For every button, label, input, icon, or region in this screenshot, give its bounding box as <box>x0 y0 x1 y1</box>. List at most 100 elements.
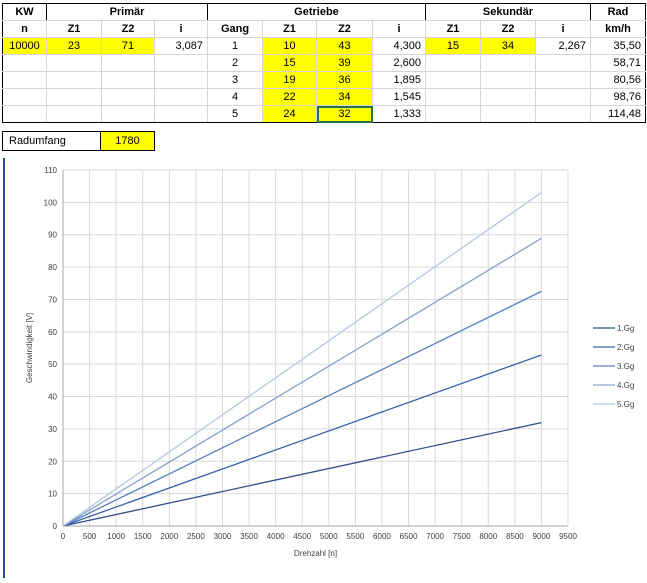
x-tick-label: 1500 <box>134 532 152 541</box>
table-cell[interactable]: 5 <box>207 105 263 123</box>
group-header: KW <box>2 3 47 21</box>
table-cell[interactable] <box>2 54 47 72</box>
table-row: 2 15 39 2,600 58,71 <box>2 54 646 72</box>
group-header: Sekundär <box>425 3 591 21</box>
table-cell[interactable]: 22 <box>262 88 317 106</box>
y-tick-label: 10 <box>48 490 57 499</box>
x-tick-label: 6000 <box>373 532 391 541</box>
table-cell[interactable] <box>2 105 47 123</box>
table-cell[interactable]: 1,545 <box>372 88 426 106</box>
x-tick-label: 0 <box>61 532 66 541</box>
table-cell[interactable]: 24 <box>262 105 317 123</box>
table-cell[interactable]: 34 <box>480 37 536 55</box>
gear-table: KW Primär Getriebe Sekundär Rad n Z1 Z2 i Gang Z1 Z… <box>2 3 646 123</box>
column-header: i <box>372 20 426 38</box>
table-cell[interactable]: 19 <box>262 71 317 89</box>
table-cell[interactable]: 23 <box>46 37 102 55</box>
table-cell[interactable] <box>480 105 536 123</box>
table-cell[interactable]: 10000 <box>2 37 47 55</box>
table-cell[interactable] <box>480 54 536 72</box>
table-cell[interactable] <box>2 88 47 106</box>
group-header: Rad <box>590 3 646 21</box>
table-cell[interactable]: 32 <box>316 105 373 123</box>
table-cell[interactable]: 39 <box>316 54 373 72</box>
table-cell[interactable] <box>154 54 208 72</box>
table-cell[interactable] <box>46 88 102 106</box>
table-cell[interactable] <box>101 105 155 123</box>
table-cell[interactable] <box>535 54 591 72</box>
column-header: i <box>535 20 591 38</box>
legend-label-1: 1.Gg <box>617 324 634 333</box>
table-cell[interactable]: 1 <box>207 37 263 55</box>
table-cell[interactable] <box>425 71 481 89</box>
table-cell[interactable]: 3,087 <box>154 37 208 55</box>
table-cell[interactable]: 43 <box>316 37 373 55</box>
column-header: Z1 <box>262 20 317 38</box>
column-header: Z2 <box>316 20 373 38</box>
table-cell[interactable] <box>46 105 102 123</box>
table-cell[interactable] <box>535 88 591 106</box>
table-cell[interactable]: 2 <box>207 54 263 72</box>
y-tick-label: 60 <box>48 328 57 337</box>
table-cell[interactable]: 4 <box>207 88 263 106</box>
x-tick-label: 3500 <box>240 532 258 541</box>
speed-chart[interactable]: 0 10 20 30 40 50 60 70 80 90 100 110 0 500 1000 1500 200… <box>3 158 645 578</box>
table-cell[interactable]: 3 <box>207 71 263 89</box>
table-cell[interactable]: 15 <box>425 37 481 55</box>
table-cell[interactable]: 2,267 <box>535 37 591 55</box>
y-tick-label: 110 <box>44 166 57 175</box>
table-cell[interactable]: 15 <box>262 54 317 72</box>
column-header: i <box>154 20 208 38</box>
table-cell[interactable] <box>154 88 208 106</box>
table-cell[interactable] <box>2 71 47 89</box>
table-cell[interactable]: 114,48 <box>590 105 646 123</box>
radumfang-value[interactable]: 1780 <box>100 131 155 151</box>
legend-label-2: 2.Gg <box>617 343 634 352</box>
x-tick-label: 500 <box>83 532 97 541</box>
table-cell[interactable] <box>425 105 481 123</box>
table-cell[interactable]: 58,71 <box>590 54 646 72</box>
column-header: Gang <box>207 20 263 38</box>
column-header: Z1 <box>425 20 481 38</box>
x-tick-label: 5500 <box>346 532 364 541</box>
table-cell[interactable]: 36 <box>316 71 373 89</box>
table-cell[interactable] <box>535 105 591 123</box>
table-cell[interactable]: 71 <box>101 37 155 55</box>
header-row-groups: KW Primär Getriebe Sekundär Rad <box>2 3 646 21</box>
table-cell[interactable]: 4,300 <box>372 37 426 55</box>
x-tick-label: 1000 <box>107 532 125 541</box>
table-row: 4 22 34 1,545 98,76 <box>2 88 646 106</box>
table-cell[interactable] <box>154 71 208 89</box>
table-cell[interactable]: 80,56 <box>590 71 646 89</box>
table-cell[interactable]: 1,895 <box>372 71 426 89</box>
table-cell[interactable] <box>425 54 481 72</box>
x-tick-label: 3000 <box>214 532 232 541</box>
table-cell[interactable] <box>425 88 481 106</box>
table-cell[interactable] <box>480 88 536 106</box>
table-cell[interactable]: 10 <box>262 37 317 55</box>
table-cell[interactable] <box>101 54 155 72</box>
table-cell[interactable]: 2,600 <box>372 54 426 72</box>
table-cell[interactable] <box>101 88 155 106</box>
series-line-5 <box>62 192 542 527</box>
table-cell[interactable] <box>46 71 102 89</box>
table-cell[interactable] <box>480 71 536 89</box>
radumfang-row: Radumfang 1780 <box>2 131 155 151</box>
y-axis-label: Geschwindigkeit [V] <box>25 313 34 383</box>
x-tick-label: 9000 <box>533 532 551 541</box>
table-row: 5 24 32 1,333 114,48 <box>2 105 646 123</box>
table-cell[interactable]: 1,333 <box>372 105 426 123</box>
table-cell[interactable] <box>154 105 208 123</box>
header-row-columns: n Z1 Z2 i Gang Z1 Z2 i Z1 Z2 i km/h <box>2 20 646 38</box>
table-cell[interactable]: 35,50 <box>590 37 646 55</box>
column-header: Z2 <box>480 20 536 38</box>
table-cell[interactable]: 34 <box>316 88 373 106</box>
table-cell[interactable] <box>101 71 155 89</box>
y-tick-label: 0 <box>53 522 58 531</box>
table-cell[interactable] <box>46 54 102 72</box>
group-header: Getriebe <box>207 3 426 21</box>
y-tick-label: 90 <box>48 231 57 240</box>
table-cell[interactable]: 98,76 <box>590 88 646 106</box>
x-tick-label: 8000 <box>479 532 497 541</box>
table-cell[interactable] <box>535 71 591 89</box>
